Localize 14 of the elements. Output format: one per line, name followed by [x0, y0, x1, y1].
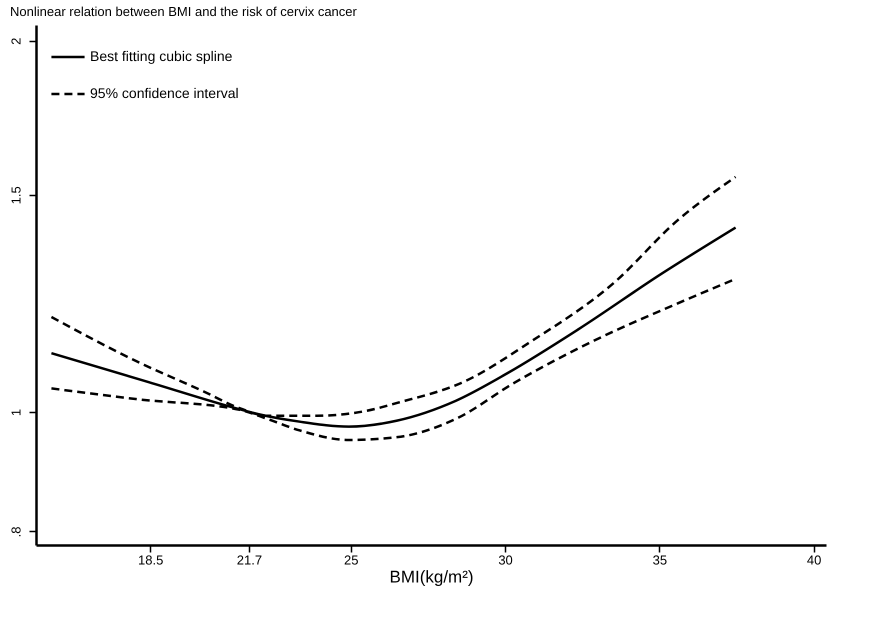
x-tick-label: 21.7	[236, 552, 262, 568]
y-tick-label: .8	[8, 526, 24, 538]
y-tick-label: 1.5	[8, 186, 24, 204]
legend-label: 95% confidence interval	[90, 85, 239, 101]
legend-label: Best fitting cubic spline	[90, 48, 233, 64]
y-tick-label: 1	[8, 408, 24, 416]
x-axis-title: BMI(kg/m²)	[389, 568, 474, 586]
x-tick-label: 35	[652, 552, 668, 568]
y-tick-label: 2	[8, 38, 24, 45]
chart-title: Nonlinear relation between BMI and the risk of cervix cancer	[10, 4, 358, 19]
x-tick-label: 40	[806, 552, 822, 568]
x-tick-label: 30	[498, 552, 513, 568]
x-tick-label: 25	[344, 552, 358, 568]
x-tick-label: 18.5	[138, 552, 164, 568]
